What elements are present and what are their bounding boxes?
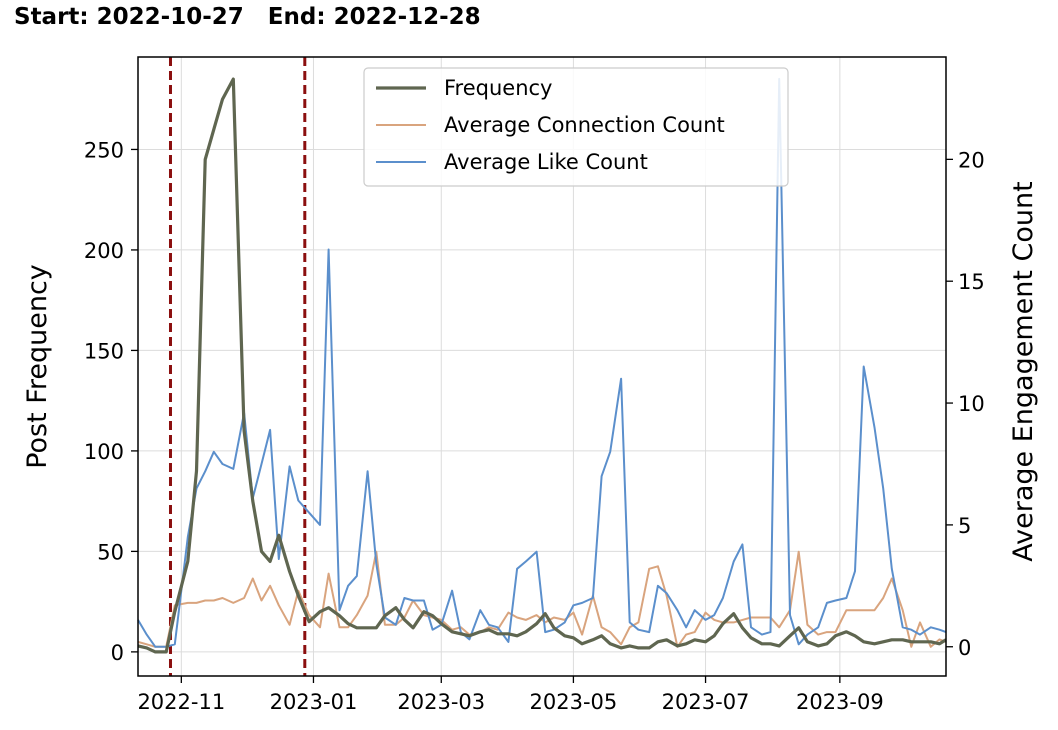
x-tick-label: 2023-05 <box>530 690 618 714</box>
y2-axis-title: Average Engagement Count <box>1008 181 1039 561</box>
start-label: Start: <box>14 4 89 30</box>
y-tick-label: 100 <box>84 440 124 464</box>
legend-box <box>363 67 789 187</box>
y2-tick-label: 10 <box>958 392 985 416</box>
y-axis-title: Post Frequency <box>22 264 53 469</box>
legend-entry: Frequency <box>444 76 553 100</box>
y-tick-label: 250 <box>84 138 124 162</box>
series-line-frequency <box>137 77 947 654</box>
y-tick-label: 200 <box>84 239 124 263</box>
y2-tick-label: 15 <box>958 270 985 294</box>
legend: Frequency Average Connection Count Average… <box>363 67 789 187</box>
date-range-header: Start: 2022-10-27 End: 2022-12-28 <box>14 4 481 30</box>
series-lines <box>137 77 947 654</box>
y2-tick-label: 5 <box>958 514 971 538</box>
date-range-markers <box>168 57 307 676</box>
grid-lines <box>138 57 946 676</box>
x-tick-label: 2023-03 <box>397 690 485 714</box>
x-tick-label: 2023-07 <box>662 690 750 714</box>
end-label: End: <box>267 4 326 30</box>
x-tick-label: 2023-09 <box>796 690 884 714</box>
series-line-average-connection-count <box>137 550 947 648</box>
y-tick-label: 150 <box>84 339 124 363</box>
end-date: 2022-12-28 <box>333 4 481 30</box>
y-tick-label: 50 <box>97 540 124 564</box>
series-line-average-like-count <box>137 77 947 648</box>
legend-entry: Average Like Count <box>444 150 648 174</box>
axis-ticks: 2022-11 2023-01 2023-03 2023-05 2023-07 2023-… <box>84 138 985 714</box>
legend-entry: Average Connection Count <box>444 113 725 137</box>
plot-frame <box>137 56 947 677</box>
x-tick-label: 2022-11 <box>137 690 225 714</box>
start-date: 2022-10-27 <box>96 4 244 30</box>
y2-tick-label: 20 <box>958 148 985 172</box>
y-tick-label: 0 <box>111 641 124 665</box>
y2-tick-label: 0 <box>958 636 971 660</box>
x-tick-label: 2023-01 <box>270 690 358 714</box>
